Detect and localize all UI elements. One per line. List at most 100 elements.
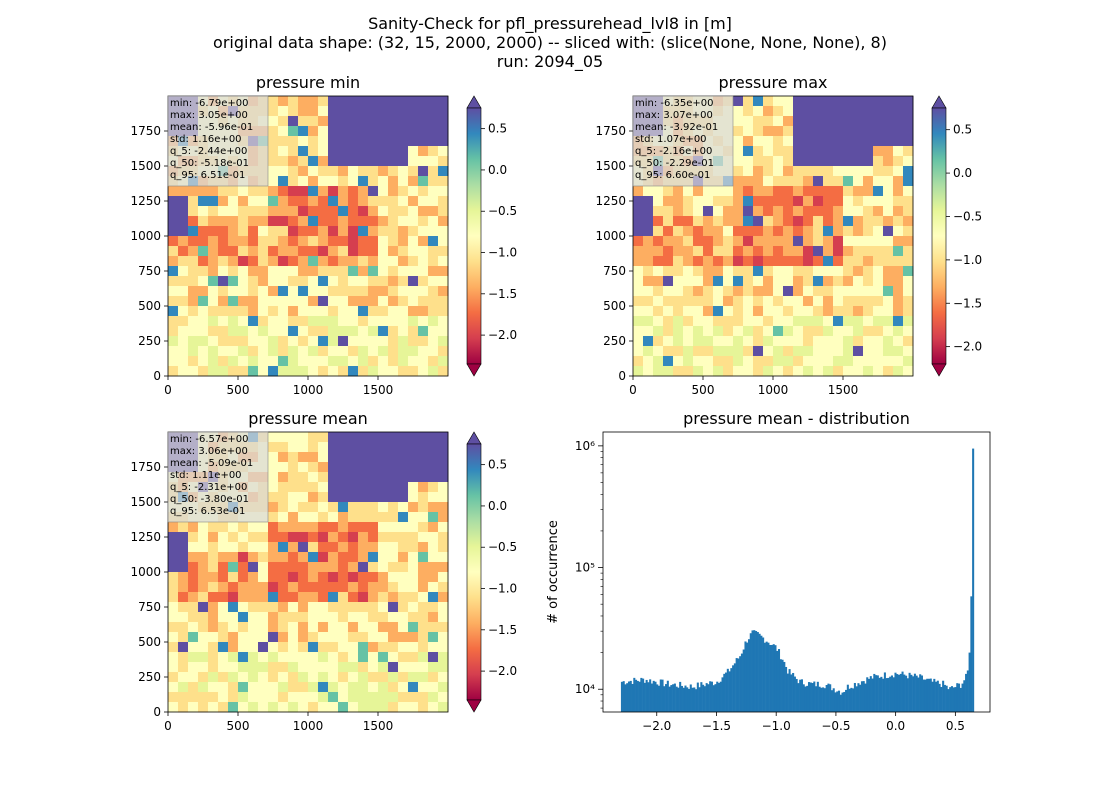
heatmap-cell: [428, 306, 439, 317]
histogram-bar: [839, 694, 842, 712]
heatmap-cell: [288, 356, 299, 367]
heatmap-cell: [278, 512, 289, 523]
heatmap-cell: [368, 136, 379, 147]
heatmap-cell: [348, 562, 359, 573]
heatmap-cell: [298, 356, 309, 367]
heatmap-cell: [418, 652, 429, 663]
heatmap-cell: [438, 196, 449, 207]
heatmap-cell: [813, 316, 824, 327]
heatmap-cell: [703, 276, 714, 287]
heatmap-cell: [703, 186, 714, 197]
histogram-bar: [779, 659, 782, 712]
heatmap-cell: [198, 186, 209, 197]
heatmap-cell: [338, 562, 349, 573]
heatmap-cell: [278, 502, 289, 513]
heatmap-cell: [408, 256, 419, 267]
y-tick-label: 250: [603, 334, 626, 348]
heatmap-cell: [338, 662, 349, 673]
heatmap-cell: [288, 432, 299, 443]
heatmap-cell: [883, 136, 894, 147]
heatmap-cell: [248, 356, 259, 367]
heatmap-cell: [438, 226, 449, 237]
heatmap-cell: [398, 602, 409, 613]
heatmap-cell: [733, 106, 744, 117]
heatmap-cell: [338, 306, 349, 317]
heatmap-cell: [258, 306, 269, 317]
histogram-bar: [940, 687, 943, 712]
heatmap-cell: [893, 286, 904, 297]
heatmap-cell: [348, 336, 359, 347]
heatmap-cell: [348, 482, 359, 493]
heatmap-cell: [298, 346, 309, 357]
heatmap-cell: [438, 316, 449, 327]
heatmap-cell: [843, 216, 854, 227]
heatmap-cell: [268, 692, 279, 703]
heatmap-cell: [348, 552, 359, 563]
colorbar-tick-label: −1.5: [953, 296, 982, 310]
heatmap-cell: [178, 306, 189, 317]
heatmap-cell: [398, 652, 409, 663]
heatmap-cell: [853, 176, 864, 187]
heatmap-cell: [368, 452, 379, 463]
heatmap-cell: [208, 602, 219, 613]
histogram-bar: [913, 673, 916, 712]
heatmap-cell: [388, 442, 399, 453]
heatmap-cell: [823, 96, 834, 107]
heatmap-cell: [853, 156, 864, 167]
heatmap-cell: [358, 286, 369, 297]
heatmap-cell: [168, 186, 179, 197]
heatmap-cell: [883, 126, 894, 137]
heatmap-cell: [208, 622, 219, 633]
heatmap-cell: [763, 236, 774, 247]
heatmap-cell: [883, 266, 894, 277]
heatmap-cell: [853, 166, 864, 177]
heatmap-cell: [763, 326, 774, 337]
heatmap-cell: [663, 326, 674, 337]
heatmap-cell: [733, 356, 744, 367]
heatmap-cell: [358, 266, 369, 277]
heatmap-cell: [643, 316, 654, 327]
heatmap-cell: [188, 346, 199, 357]
heatmap-cell: [753, 186, 764, 197]
heatmap-cell: [428, 612, 439, 623]
heatmap-cell: [178, 612, 189, 623]
histogram-bar: [758, 633, 761, 712]
heatmap-cell: [358, 512, 369, 523]
heatmap-cell: [703, 286, 714, 297]
heatmap-cell: [418, 632, 429, 643]
heatmap-cell: [268, 582, 279, 593]
histogram-panel: pressure mean - distribution−2.0 −1.5 −1.0…: [546, 409, 991, 733]
heatmap-cell: [308, 286, 319, 297]
heatmap-cell: [418, 662, 429, 673]
heatmap-cell: [863, 236, 874, 247]
heatmap-cell: [803, 336, 814, 347]
heatmap-cell: [813, 246, 824, 257]
heatmap-cell: [733, 126, 744, 137]
heatmap-cell: [823, 116, 834, 127]
heatmap-cell: [883, 286, 894, 297]
heatmap-cell: [703, 316, 714, 327]
heatmap-cell: [703, 216, 714, 227]
heatmap-cell: [338, 236, 349, 247]
heatmap-cell: [763, 276, 774, 287]
heatmap-cell: [863, 326, 874, 337]
heatmap-cell: [228, 582, 239, 593]
histogram-bar: [742, 649, 745, 712]
heatmap-cell: [288, 326, 299, 337]
heatmap-cell: [873, 156, 884, 167]
heatmap-cell: [398, 126, 409, 137]
heatmap-cell: [258, 572, 269, 583]
heatmap-cell: [268, 316, 279, 327]
histogram-bar: [633, 677, 636, 712]
heatmap-cell: [388, 216, 399, 227]
heatmap-cell: [843, 316, 854, 327]
heatmap-cell: [743, 256, 754, 267]
heatmap-cell: [378, 176, 389, 187]
heatmap-cell: [278, 682, 289, 693]
heatmap-cell: [268, 366, 279, 377]
heatmap-cell: [368, 356, 379, 367]
heatmap-cell: [178, 702, 189, 713]
heatmap-cell: [903, 196, 914, 207]
heatmap-cell: [843, 166, 854, 177]
heatmap-cell: [833, 296, 844, 307]
